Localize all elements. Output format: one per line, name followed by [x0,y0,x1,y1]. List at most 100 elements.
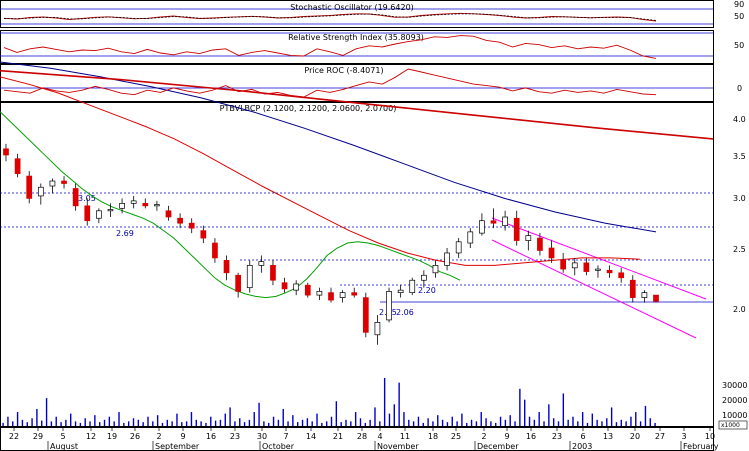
volume-bar [601,421,603,426]
candle-body-down [200,230,207,239]
volume-bar [533,419,536,426]
price-ytick-2: 2.0 [733,305,746,314]
rsi-series-0 [3,35,657,59]
candle [281,277,288,293]
candle [188,218,195,234]
candle-body-down [362,297,369,333]
candle [537,233,543,256]
volume-bar [625,421,627,426]
volume-bar [581,412,584,426]
candle-body-up [479,220,485,234]
volume-bar [137,419,140,426]
volume-ytick-30000: 30000 [722,381,747,390]
volume-bar [214,420,217,426]
rsi-ytick-50: 50 [734,41,744,50]
volume-bar [412,421,415,426]
volume-bar [403,412,405,426]
candle-body-up [432,265,439,274]
volume-bar [374,407,376,426]
volume-bar [596,419,598,426]
x-tick-label: 23 [552,432,562,441]
candle [235,272,241,298]
candle-body-up [96,210,102,219]
candle-body-up [37,186,44,197]
candle [502,210,508,231]
trend-channel [491,217,707,339]
x-tick-label: 5 [60,432,65,441]
candle-body-up [409,279,416,293]
candle [223,255,230,281]
candle-body-down [548,247,555,259]
volume-bar [379,421,381,426]
x-tick-label: 2 [156,432,161,441]
candle [14,153,21,178]
candle-body-down [72,188,79,207]
volume-unit: x1000 [721,422,740,429]
candle [142,198,149,209]
candle-body-down [618,272,625,279]
candle-body-down [177,217,183,224]
volume-bar [639,421,642,426]
volume-unit-box [718,420,748,430]
volume-bar [219,419,222,426]
volume-bar [470,419,473,426]
x-tick-label: 30 [257,432,267,441]
candle-body-up [154,204,160,207]
candle-body-down [212,242,218,259]
volume-bar [147,416,149,426]
x-tick-label: 14 [306,432,316,441]
candle-body-down [351,292,358,296]
candle-body-down [304,284,311,296]
volume-bar [277,419,280,426]
volume-bar [504,419,507,426]
x-tick-label: 13 [603,432,613,441]
volume-bar [446,422,449,426]
candle [374,314,381,345]
volume-bar [480,412,482,426]
candle-body-up [571,262,578,269]
volume-bar [495,422,497,426]
candle-body-down [270,265,276,281]
volume-bar [152,421,154,426]
x-axis: 22 29 5 12 19 26 2 9 16 23 30 7 14 21 28 4 11 18 25 2 9 16 23 6… [9,427,719,451]
stochastic-panel [0,0,714,28]
candle [479,213,485,236]
volume-bar [272,416,275,426]
volume-bar [60,422,62,426]
candle [548,240,555,263]
moving-average-1 [0,76,641,266]
candle [490,208,497,229]
x-tick-label: 27 [655,432,665,441]
x-tick-label: 11 [400,432,410,441]
volume-bar [524,399,526,426]
moving-averages [0,61,714,299]
x-tick-label: 16 [206,432,216,441]
volume-bar [562,393,565,426]
candle [583,257,590,276]
volume-bar [210,416,212,426]
volume-bar [572,416,574,426]
candle [304,282,311,298]
volume-bar [79,422,82,426]
volume-bar [393,404,395,426]
candle-body-up [374,322,381,336]
volume-bar [432,421,434,426]
volume-bar [123,422,125,426]
candle [316,287,323,301]
volume-bar [422,422,424,426]
candle [595,265,601,278]
volume-bar [161,422,164,426]
candle-body-up [130,200,137,204]
moving-average-0 [0,111,461,299]
candle-body-down [235,274,241,292]
volume-bar [243,422,246,426]
roc-title: Price ROC (-8.4071) [304,66,383,75]
volume-bar [84,418,86,426]
volume-bar [253,412,255,426]
volume-bar [103,419,106,426]
candle [513,210,520,246]
volume-bar [113,421,115,426]
volume-bar [451,416,453,426]
volume-bars [2,378,656,426]
rsi-panel [0,30,714,64]
